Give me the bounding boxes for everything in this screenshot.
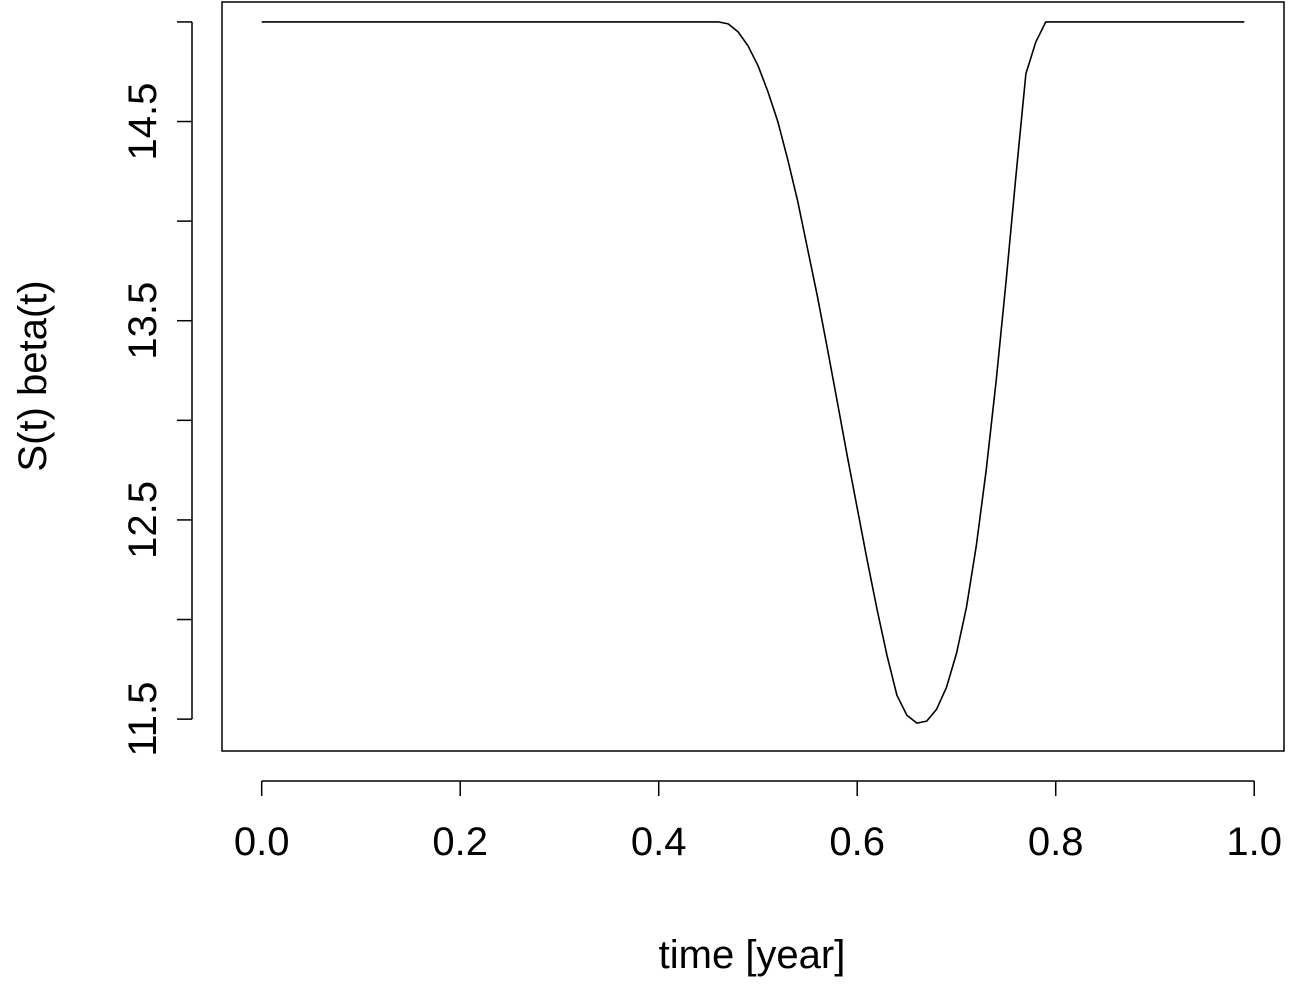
plot-series bbox=[261, 21, 1245, 724]
x-axis-label: time [year] bbox=[659, 933, 846, 977]
x-tick-label: 0.6 bbox=[829, 820, 885, 864]
x-axis: 0.0 0.2 0.4 0.6 0.8 1.0 bbox=[234, 780, 1282, 864]
y-tick-label: 11.5 bbox=[121, 682, 165, 757]
x-tick-label: 0.8 bbox=[1028, 820, 1084, 864]
series-line bbox=[261, 21, 1245, 724]
y-axis-label: S(t) beta(t) bbox=[11, 280, 55, 471]
y-tick-label: 14.5 bbox=[121, 83, 165, 161]
y-tick-label: 12.5 bbox=[121, 481, 165, 559]
x-tick-label: 0.4 bbox=[631, 820, 687, 864]
y-tick-label: 13.5 bbox=[121, 282, 165, 360]
x-tick-label: 1.0 bbox=[1226, 820, 1282, 864]
y-axis: 11.5 12.5 13.5 14.5 bbox=[121, 21, 193, 757]
x-tick-label: 0.0 bbox=[234, 820, 290, 864]
x-tick-label: 0.2 bbox=[432, 820, 488, 864]
plot-frame bbox=[221, 1, 1285, 752]
